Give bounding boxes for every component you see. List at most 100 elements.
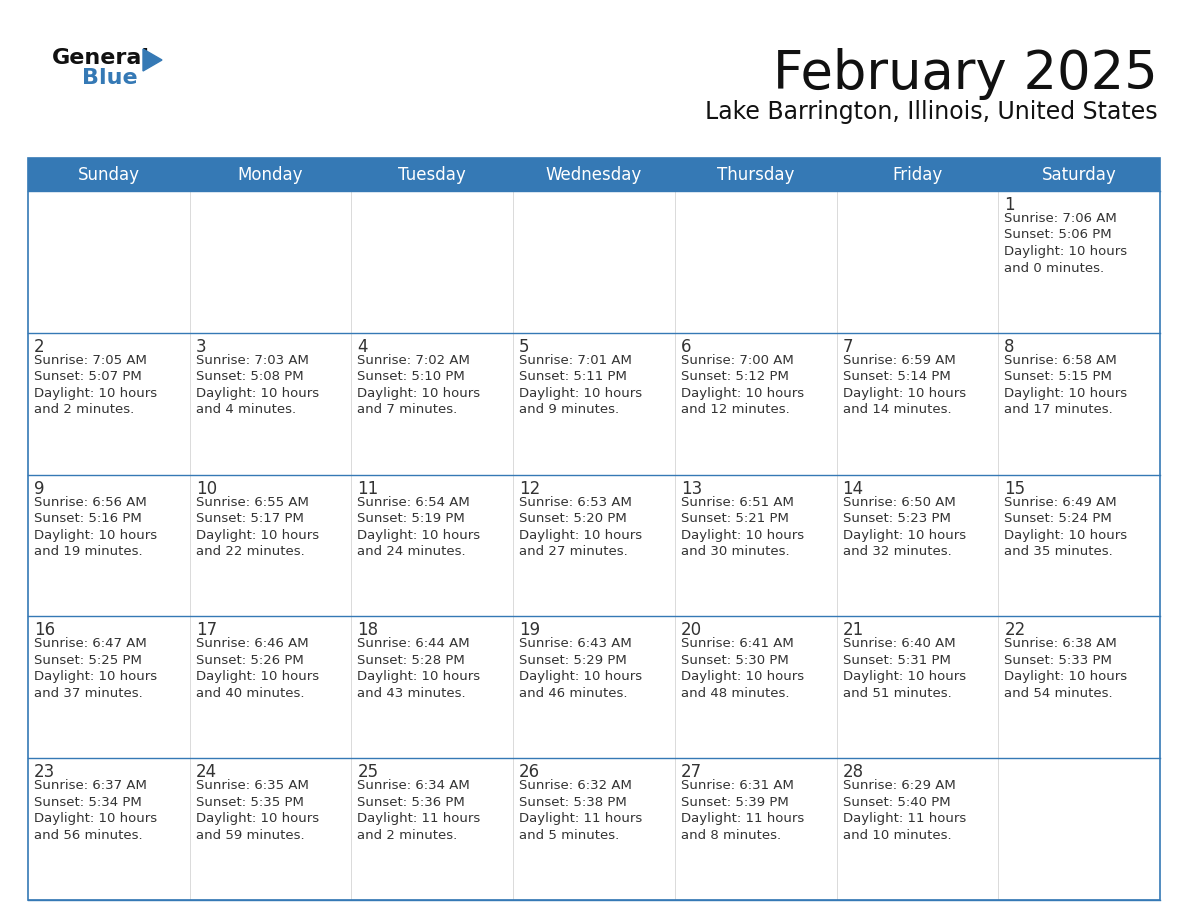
Text: Lake Barrington, Illinois, United States: Lake Barrington, Illinois, United States [706,100,1158,124]
Bar [513,758,675,900]
Text: Sunrise: 6:38 AM
Sunset: 5:33 PM
Daylight: 10 hours
and 54 minutes.: Sunrise: 6:38 AM Sunset: 5:33 PM Dayligh… [1004,637,1127,700]
Text: 17: 17 [196,621,217,640]
Text: 1: 1 [1004,196,1015,214]
Text: 2: 2 [34,338,45,356]
Text: 25: 25 [358,763,379,781]
Bar [998,758,1159,900]
Text: 18: 18 [358,621,379,640]
Bar [675,758,836,900]
Text: Sunrise: 6:56 AM
Sunset: 5:16 PM
Daylight: 10 hours
and 19 minutes.: Sunrise: 6:56 AM Sunset: 5:16 PM Dayligh… [34,496,157,558]
Bar [29,475,190,616]
Text: 10: 10 [196,479,217,498]
Bar [675,475,836,616]
Text: Sunrise: 6:34 AM
Sunset: 5:36 PM
Daylight: 11 hours
and 2 minutes.: Sunrise: 6:34 AM Sunset: 5:36 PM Dayligh… [358,779,481,842]
Text: 21: 21 [842,621,864,640]
Text: Sunrise: 6:49 AM
Sunset: 5:24 PM
Daylight: 10 hours
and 35 minutes.: Sunrise: 6:49 AM Sunset: 5:24 PM Dayligh… [1004,496,1127,558]
Text: 28: 28 [842,763,864,781]
Text: 3: 3 [196,338,207,356]
Text: 4: 4 [358,338,368,356]
Bar [190,758,352,900]
Text: Wednesday: Wednesday [545,165,643,184]
Text: 22: 22 [1004,621,1025,640]
Text: Sunrise: 6:46 AM
Sunset: 5:26 PM
Daylight: 10 hours
and 40 minutes.: Sunrise: 6:46 AM Sunset: 5:26 PM Dayligh… [196,637,318,700]
Text: 15: 15 [1004,479,1025,498]
Bar [352,758,513,900]
Text: Sunrise: 6:43 AM
Sunset: 5:29 PM
Daylight: 10 hours
and 46 minutes.: Sunrise: 6:43 AM Sunset: 5:29 PM Dayligh… [519,637,643,700]
Text: 11: 11 [358,479,379,498]
Text: Sunrise: 7:02 AM
Sunset: 5:10 PM
Daylight: 10 hours
and 7 minutes.: Sunrise: 7:02 AM Sunset: 5:10 PM Dayligh… [358,353,481,416]
Bar [836,333,998,475]
Text: Sunrise: 6:44 AM
Sunset: 5:28 PM
Daylight: 10 hours
and 43 minutes.: Sunrise: 6:44 AM Sunset: 5:28 PM Dayligh… [358,637,481,700]
Text: Sunrise: 6:41 AM
Sunset: 5:30 PM
Daylight: 10 hours
and 48 minutes.: Sunrise: 6:41 AM Sunset: 5:30 PM Dayligh… [681,637,804,700]
Bar [675,191,836,333]
Text: Sunrise: 6:47 AM
Sunset: 5:25 PM
Daylight: 10 hours
and 37 minutes.: Sunrise: 6:47 AM Sunset: 5:25 PM Dayligh… [34,637,157,700]
Text: Sunrise: 6:50 AM
Sunset: 5:23 PM
Daylight: 10 hours
and 32 minutes.: Sunrise: 6:50 AM Sunset: 5:23 PM Dayligh… [842,496,966,558]
Bar [836,475,998,616]
Text: 27: 27 [681,763,702,781]
Text: Sunrise: 7:06 AM
Sunset: 5:06 PM
Daylight: 10 hours
and 0 minutes.: Sunrise: 7:06 AM Sunset: 5:06 PM Dayligh… [1004,212,1127,274]
Bar [352,616,513,758]
Bar [29,333,190,475]
Text: Sunrise: 6:58 AM
Sunset: 5:15 PM
Daylight: 10 hours
and 17 minutes.: Sunrise: 6:58 AM Sunset: 5:15 PM Dayligh… [1004,353,1127,416]
Bar [29,191,190,333]
Text: Sunrise: 6:51 AM
Sunset: 5:21 PM
Daylight: 10 hours
and 30 minutes.: Sunrise: 6:51 AM Sunset: 5:21 PM Dayligh… [681,496,804,558]
Bar [190,616,352,758]
Text: Sunrise: 7:00 AM
Sunset: 5:12 PM
Daylight: 10 hours
and 12 minutes.: Sunrise: 7:00 AM Sunset: 5:12 PM Dayligh… [681,353,804,416]
Bar [513,616,675,758]
Bar [675,616,836,758]
Text: 16: 16 [34,621,55,640]
Text: General: General [52,48,150,68]
Text: 9: 9 [34,479,44,498]
Bar [190,191,352,333]
Bar [675,333,836,475]
Text: Sunrise: 6:40 AM
Sunset: 5:31 PM
Daylight: 10 hours
and 51 minutes.: Sunrise: 6:40 AM Sunset: 5:31 PM Dayligh… [842,637,966,700]
Text: Friday: Friday [892,165,942,184]
Bar [998,475,1159,616]
Text: Sunrise: 7:01 AM
Sunset: 5:11 PM
Daylight: 10 hours
and 9 minutes.: Sunrise: 7:01 AM Sunset: 5:11 PM Dayligh… [519,353,643,416]
Text: 13: 13 [681,479,702,498]
Bar [190,475,352,616]
Bar [352,333,513,475]
Bar [998,333,1159,475]
Text: Sunrise: 6:53 AM
Sunset: 5:20 PM
Daylight: 10 hours
and 27 minutes.: Sunrise: 6:53 AM Sunset: 5:20 PM Dayligh… [519,496,643,558]
Text: 14: 14 [842,479,864,498]
Text: Sunrise: 6:37 AM
Sunset: 5:34 PM
Daylight: 10 hours
and 56 minutes.: Sunrise: 6:37 AM Sunset: 5:34 PM Dayligh… [34,779,157,842]
Text: 26: 26 [519,763,541,781]
Bar [352,475,513,616]
Text: Tuesday: Tuesday [398,165,466,184]
Bar [836,758,998,900]
Bar [29,158,1159,191]
Bar [513,191,675,333]
Text: Sunrise: 6:32 AM
Sunset: 5:38 PM
Daylight: 11 hours
and 5 minutes.: Sunrise: 6:32 AM Sunset: 5:38 PM Dayligh… [519,779,643,842]
Bar [998,191,1159,333]
Bar [836,616,998,758]
Text: 24: 24 [196,763,217,781]
Bar [29,758,190,900]
Text: Sunrise: 6:35 AM
Sunset: 5:35 PM
Daylight: 10 hours
and 59 minutes.: Sunrise: 6:35 AM Sunset: 5:35 PM Dayligh… [196,779,318,842]
Text: 19: 19 [519,621,541,640]
Text: Sunrise: 6:54 AM
Sunset: 5:19 PM
Daylight: 10 hours
and 24 minutes.: Sunrise: 6:54 AM Sunset: 5:19 PM Dayligh… [358,496,481,558]
Text: Monday: Monday [238,165,303,184]
Text: Sunrise: 6:55 AM
Sunset: 5:17 PM
Daylight: 10 hours
and 22 minutes.: Sunrise: 6:55 AM Sunset: 5:17 PM Dayligh… [196,496,318,558]
Text: 5: 5 [519,338,530,356]
Text: Sunrise: 7:05 AM
Sunset: 5:07 PM
Daylight: 10 hours
and 2 minutes.: Sunrise: 7:05 AM Sunset: 5:07 PM Dayligh… [34,353,157,416]
Bar [998,616,1159,758]
Text: Sunrise: 6:31 AM
Sunset: 5:39 PM
Daylight: 11 hours
and 8 minutes.: Sunrise: 6:31 AM Sunset: 5:39 PM Dayligh… [681,779,804,842]
Polygon shape [143,49,162,71]
Text: 6: 6 [681,338,691,356]
Bar [352,191,513,333]
Text: 7: 7 [842,338,853,356]
Bar [29,158,1159,900]
Text: 8: 8 [1004,338,1015,356]
Text: Saturday: Saturday [1042,165,1117,184]
Bar [513,475,675,616]
Text: 23: 23 [34,763,56,781]
Text: February 2025: February 2025 [773,48,1158,100]
Bar [836,191,998,333]
Text: Sunday: Sunday [78,165,140,184]
Text: Sunrise: 6:29 AM
Sunset: 5:40 PM
Daylight: 11 hours
and 10 minutes.: Sunrise: 6:29 AM Sunset: 5:40 PM Dayligh… [842,779,966,842]
Text: 12: 12 [519,479,541,498]
Text: Sunrise: 7:03 AM
Sunset: 5:08 PM
Daylight: 10 hours
and 4 minutes.: Sunrise: 7:03 AM Sunset: 5:08 PM Dayligh… [196,353,318,416]
Text: Blue: Blue [82,68,138,88]
Text: Sunrise: 6:59 AM
Sunset: 5:14 PM
Daylight: 10 hours
and 14 minutes.: Sunrise: 6:59 AM Sunset: 5:14 PM Dayligh… [842,353,966,416]
